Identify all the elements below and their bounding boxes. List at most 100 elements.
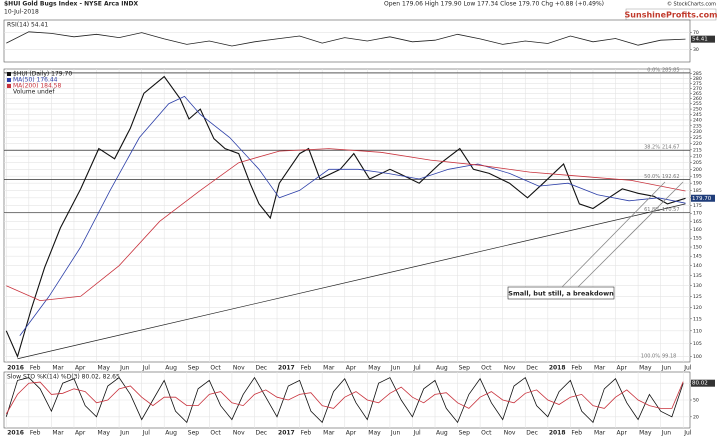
x-tick-label: Jul [142, 430, 151, 437]
x-tick-label: Feb [30, 430, 41, 437]
x-tick-label: Oct [481, 365, 492, 372]
series-line [6, 148, 686, 302]
y-tick-label: 240 [693, 118, 702, 124]
x-tick-label: Oct [210, 430, 221, 437]
series-line [5, 376, 684, 424]
x-tick-label: Jun [661, 365, 672, 372]
panel-title: RSI(14) 54.41 [7, 22, 48, 29]
x-tick-label: May [368, 365, 381, 372]
x-tick-label: 2018 [549, 365, 566, 372]
y-tick-label: 110 [693, 328, 702, 334]
series-line [19, 95, 686, 337]
y-tick-label: 235 [693, 123, 702, 129]
x-tick-label: Aug [436, 365, 448, 372]
annotation: Small, but still, a breakdown [508, 290, 614, 298]
y-tick-label: 50 [693, 398, 699, 404]
x-tick-label: May [639, 430, 652, 437]
y-tick-label: 140 [693, 263, 702, 269]
y-tick-label: 30 [693, 47, 699, 53]
x-tick-label: Mar [323, 430, 335, 437]
y-tick-label: 275 [693, 81, 702, 87]
x-tick-label: Sep [188, 365, 200, 372]
y-tick-label: 205 [693, 160, 702, 166]
x-tick-label: 2018 [549, 430, 566, 437]
x-tick-label: Apr [75, 365, 86, 372]
x-tick-label: Jul [683, 365, 692, 372]
level-label: 38.2% [644, 145, 660, 151]
legend-swatch [7, 78, 11, 82]
x-tick-label: Mar [52, 430, 64, 437]
level-label: 61.8% [644, 207, 660, 213]
y-tick-label: 105 [693, 341, 702, 347]
x-tick-label: May [98, 365, 111, 372]
x-tick-label: Oct [210, 365, 221, 372]
x-tick-label: Mar [594, 365, 606, 372]
last-value-box [691, 35, 715, 43]
legend-swatch [7, 72, 11, 76]
arrow [561, 181, 666, 288]
x-tick-label: Nov [504, 365, 516, 372]
x-tick-label: Dec [526, 430, 538, 437]
y-tick-label: 155 [693, 236, 702, 242]
y-tick-label: 285 [693, 71, 702, 77]
brand: SunshineProfits.com [625, 11, 718, 20]
x-tick-label: Jun [390, 430, 401, 437]
x-tick-label: Mar [52, 365, 64, 372]
y-tick-label: 230 [693, 129, 702, 135]
y-tick-label: 245 [693, 112, 702, 118]
legend-entry: $HUI (Daily) 179.70 [13, 71, 72, 78]
x-tick-label: Nov [233, 430, 245, 437]
x-tick-label: Mar [594, 430, 606, 437]
annotation-box [507, 286, 615, 300]
x-tick-label: Apr [346, 365, 357, 372]
x-tick-label: Aug [436, 430, 448, 437]
x-tick-label: 2016 [7, 365, 24, 372]
y-tick-label: 175 [693, 203, 702, 209]
y-tick-label: 210 [693, 154, 702, 160]
x-tick-label: 2017 [278, 365, 295, 372]
y-tick-label: 225 [693, 135, 702, 141]
y-tick-label: 135 [693, 273, 702, 279]
x-tick-label: Sep [459, 365, 471, 372]
x-tick-label: Oct [481, 430, 492, 437]
x-tick-label: May [98, 430, 111, 437]
panel [3, 19, 691, 63]
x-tick-label: Feb [301, 430, 312, 437]
x-tick-label: Mar [323, 365, 335, 372]
level-value: 285.85 [662, 67, 680, 73]
source: © StockCharts.com [667, 1, 716, 8]
legend-entry: Volume undef [13, 89, 55, 96]
y-tick-label: 185 [693, 188, 702, 194]
series-line [5, 381, 684, 415]
y-tick-label: 265 [693, 91, 702, 97]
y-tick-label: 120 [693, 305, 702, 311]
panel-title: Slow STO %K(14) %D(3) 80.02, 82.65 [7, 374, 120, 381]
x-tick-label: Apr [346, 430, 357, 437]
y-tick-label: 130 [693, 283, 702, 289]
y-tick-label: 190 [693, 181, 702, 187]
x-tick-label: Jun [661, 430, 672, 437]
y-tick-label: 160 [693, 227, 702, 233]
y-tick-label: 20 [693, 414, 699, 420]
level-value: 170.57 [662, 207, 680, 213]
x-tick-label: Jul [683, 430, 692, 437]
level-label: 50.0% [644, 174, 660, 180]
x-tick-label: Aug [165, 430, 177, 437]
x-tick-label: 2017 [278, 430, 295, 437]
legend-entry: MA(50) 176.44 [13, 77, 58, 84]
y-tick-label: 280 [693, 76, 702, 82]
x-tick-label: Feb [571, 365, 582, 372]
level-label: 100.0% [641, 353, 660, 359]
y-tick-label: 70 [693, 30, 699, 36]
y-tick-label: 260 [693, 96, 702, 102]
last-value-box [691, 379, 715, 387]
x-tick-label: Sep [459, 430, 471, 437]
x-tick-label: Feb [571, 430, 582, 437]
x-tick-label: Dec [255, 365, 267, 372]
y-tick-label: 270 [693, 86, 702, 92]
x-tick-label: Sep [188, 430, 200, 437]
date: 10-Jul-2018 [4, 9, 39, 16]
x-tick-label: Apr [75, 430, 86, 437]
x-tick-label: May [639, 365, 652, 372]
plot-area: 30 70 RSI(14) 54.41 54.41 2016 Feb Mar Apr May Ju… [3, 19, 715, 437]
